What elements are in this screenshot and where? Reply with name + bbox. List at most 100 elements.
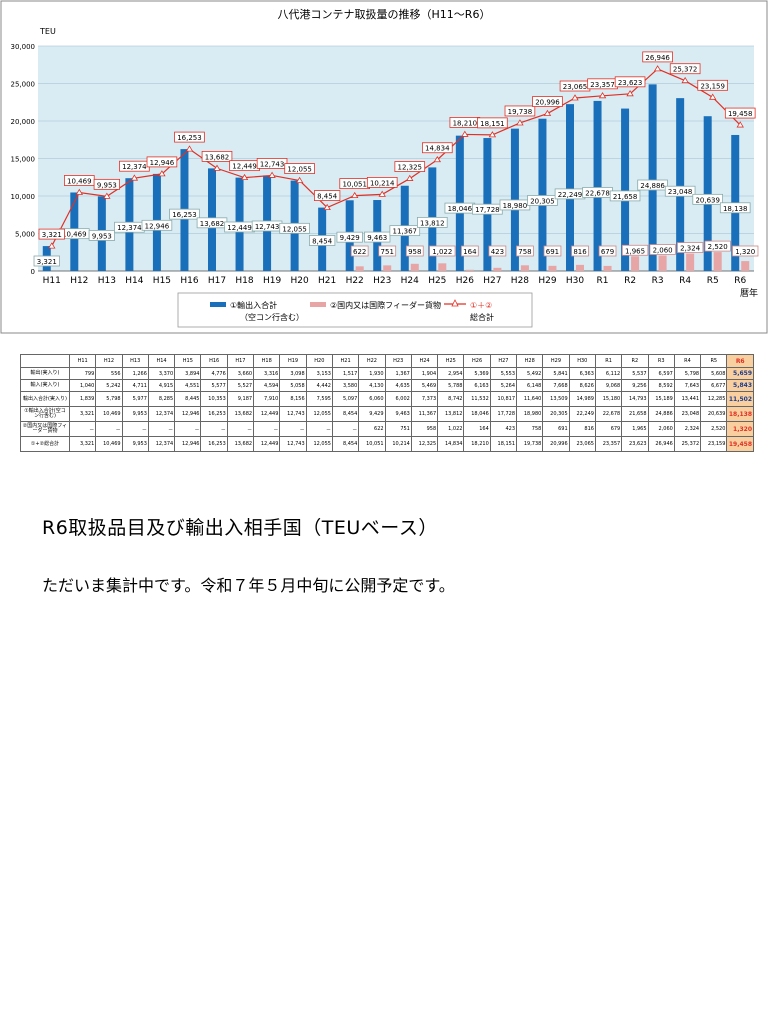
table-cell: 6,148 — [516, 379, 544, 392]
total-label-box — [669, 63, 701, 75]
bar-feeder — [658, 255, 667, 271]
x-tick-label: H13 — [98, 276, 116, 286]
table-cell: 20,305 — [542, 406, 570, 422]
table-cell: 958 — [410, 421, 439, 437]
table-row-label: ②国内又は国際フィーダー貨物 — [20, 421, 70, 437]
bar-feeder-label-box — [378, 245, 397, 257]
table-cell: 164 — [463, 421, 491, 437]
table-header-row: H11 H12 H13 H14 H15 H16 H17 H18 H19 H20 H21 H22 H23 H… — [20, 354, 754, 368]
bar-exports-imports-label: 18,138 — [723, 205, 748, 213]
table-column-header: H30 — [568, 354, 596, 368]
total-label-box — [422, 142, 453, 154]
total-label-box — [314, 190, 341, 201]
x-tick-label: H17 — [208, 276, 226, 286]
y-tick-label: 15,000 — [11, 156, 36, 164]
table-cell: 799 — [68, 367, 97, 380]
table-cell: 24,886 — [647, 406, 675, 422]
bar-feeder-label: 691 — [546, 248, 559, 256]
table-cell: － — [253, 421, 281, 437]
table-cell: 7,668 — [542, 379, 570, 392]
bar-exports-imports-label: 22,249 — [558, 191, 583, 199]
total-marker — [488, 131, 497, 138]
table-cell: 9,429 — [358, 406, 386, 422]
table-cell: 4,551 — [174, 379, 202, 392]
table-cell: 9,953 — [121, 436, 149, 452]
bar-feeder-label-box — [516, 245, 534, 257]
total-label-box — [477, 117, 508, 129]
x-tick-label: H23 — [373, 276, 391, 286]
bar-feeder-label: 958 — [408, 248, 421, 256]
bar-feeder — [713, 252, 722, 271]
table-cell: 21,658 — [621, 406, 649, 422]
bar-exports-imports-label: 23,048 — [668, 188, 693, 196]
table-cell: 5,659 — [726, 367, 754, 380]
table-column-header: R6 — [726, 354, 754, 368]
table-cell: 5,527 — [226, 379, 255, 392]
bar-exports-imports — [593, 100, 602, 271]
total-label: 12,946 — [150, 159, 175, 167]
table-cell: － — [305, 421, 333, 437]
bar-exports-imports — [676, 98, 685, 271]
bar-feeder-label-box — [488, 245, 507, 257]
table-cell: 6,677 — [700, 379, 728, 392]
legend-note-exports-imports: （空コン行含む） — [240, 312, 304, 322]
total-marker — [406, 174, 414, 181]
x-tick-label: H14 — [125, 276, 143, 286]
legend: ①輸出入合計 （空コン行含む） ②国内又は国際フィーダー貨物 ①＋② 総合計 — [177, 292, 533, 328]
table-cell: 22,678 — [594, 406, 623, 422]
table-cell: 8,742 — [437, 391, 465, 407]
y-tick-labels: 0 5,000 10,000 15,000 20,000 25,000 30,000 — [11, 43, 36, 276]
total-label-box — [642, 51, 673, 63]
bar-exports-imports-label: 17,728 — [475, 206, 500, 214]
bar-feeder-label-box — [571, 245, 589, 257]
table-column-header: R4 — [673, 354, 702, 368]
y-tick-label: 30,000 — [11, 43, 36, 51]
table-cell: 5,097 — [331, 391, 360, 407]
table-column-header: H25 — [437, 354, 465, 368]
container-volume-chart: 八代港コンテナ取扱量の推移（H11～R6） TEU 0 5,000 10,000 15… — [0, 0, 768, 334]
table-row: 輸出入合計(実入り) 1,839 5,798 5,977 8,285 8,445 10,35… — [20, 391, 754, 407]
bar-feeder-label: 423 — [491, 248, 504, 256]
table-column-header: H15 — [174, 354, 202, 368]
bar-feeder-label-box — [460, 245, 479, 257]
table-cell: 6,597 — [647, 367, 675, 380]
table-cell: 6,163 — [463, 379, 491, 392]
total-label: 23,623 — [618, 79, 643, 87]
table-cell: 5,242 — [95, 379, 123, 392]
total-label: 9,953 — [97, 181, 117, 189]
total-label: 23,357 — [590, 81, 615, 89]
table-cell: 3,316 — [253, 367, 281, 380]
total-marker — [736, 121, 744, 128]
total-label: 12,743 — [260, 160, 285, 168]
bar-exports-imports-label: 11,367 — [393, 228, 418, 236]
table-cell: 816 — [568, 421, 596, 437]
table-cell: 13,509 — [542, 391, 570, 407]
table-cell: 4,711 — [121, 379, 149, 392]
table-cell: 5,369 — [463, 367, 491, 380]
table-cell: 19,738 — [516, 436, 544, 452]
table-cell: 18,151 — [489, 436, 518, 452]
table-column-header: H24 — [410, 354, 439, 368]
table-cell: 4,130 — [358, 379, 386, 392]
table-cell: － — [68, 421, 97, 437]
table-cell: 2,954 — [437, 367, 465, 380]
table-row: ①+②総合計 3,321 10,469 9,953 12,374 12,946 16,253… — [20, 436, 754, 452]
total-label-box — [93, 178, 120, 190]
table-cell: 9,953 — [121, 406, 149, 422]
total-label: 12,449 — [232, 163, 257, 171]
bar-exports-imports-label-box — [389, 225, 421, 237]
table-cell: 10,051 — [358, 436, 386, 452]
table-row-label: 輸出(実入り) — [20, 367, 70, 380]
table-cell: 5,977 — [121, 391, 149, 407]
data-table-wrap: H11 H12 H13 H14 H15 H16 H17 H18 H19 H20 H21 H22 H23 H… — [20, 354, 754, 452]
chart-svg: 八代港コンテナ取扱量の推移（H11～R6） TEU 0 5,000 10,000 15… — [0, 0, 768, 334]
legend-box — [177, 292, 533, 328]
table-cell: 2,324 — [673, 421, 702, 437]
table-column-header: H16 — [200, 354, 228, 368]
total-label: 12,325 — [398, 164, 423, 172]
total-label: 10,051 — [342, 181, 367, 189]
table-cell: 1,040 — [68, 379, 97, 392]
table-row-label: ①輸出入合計(空コン行含む) — [20, 406, 70, 422]
table-row: ①輸出入合計(空コン行含む) 3,321 10,469 9,953 12,374 12,9… — [20, 406, 754, 422]
x-tick-label: R4 — [679, 276, 691, 286]
